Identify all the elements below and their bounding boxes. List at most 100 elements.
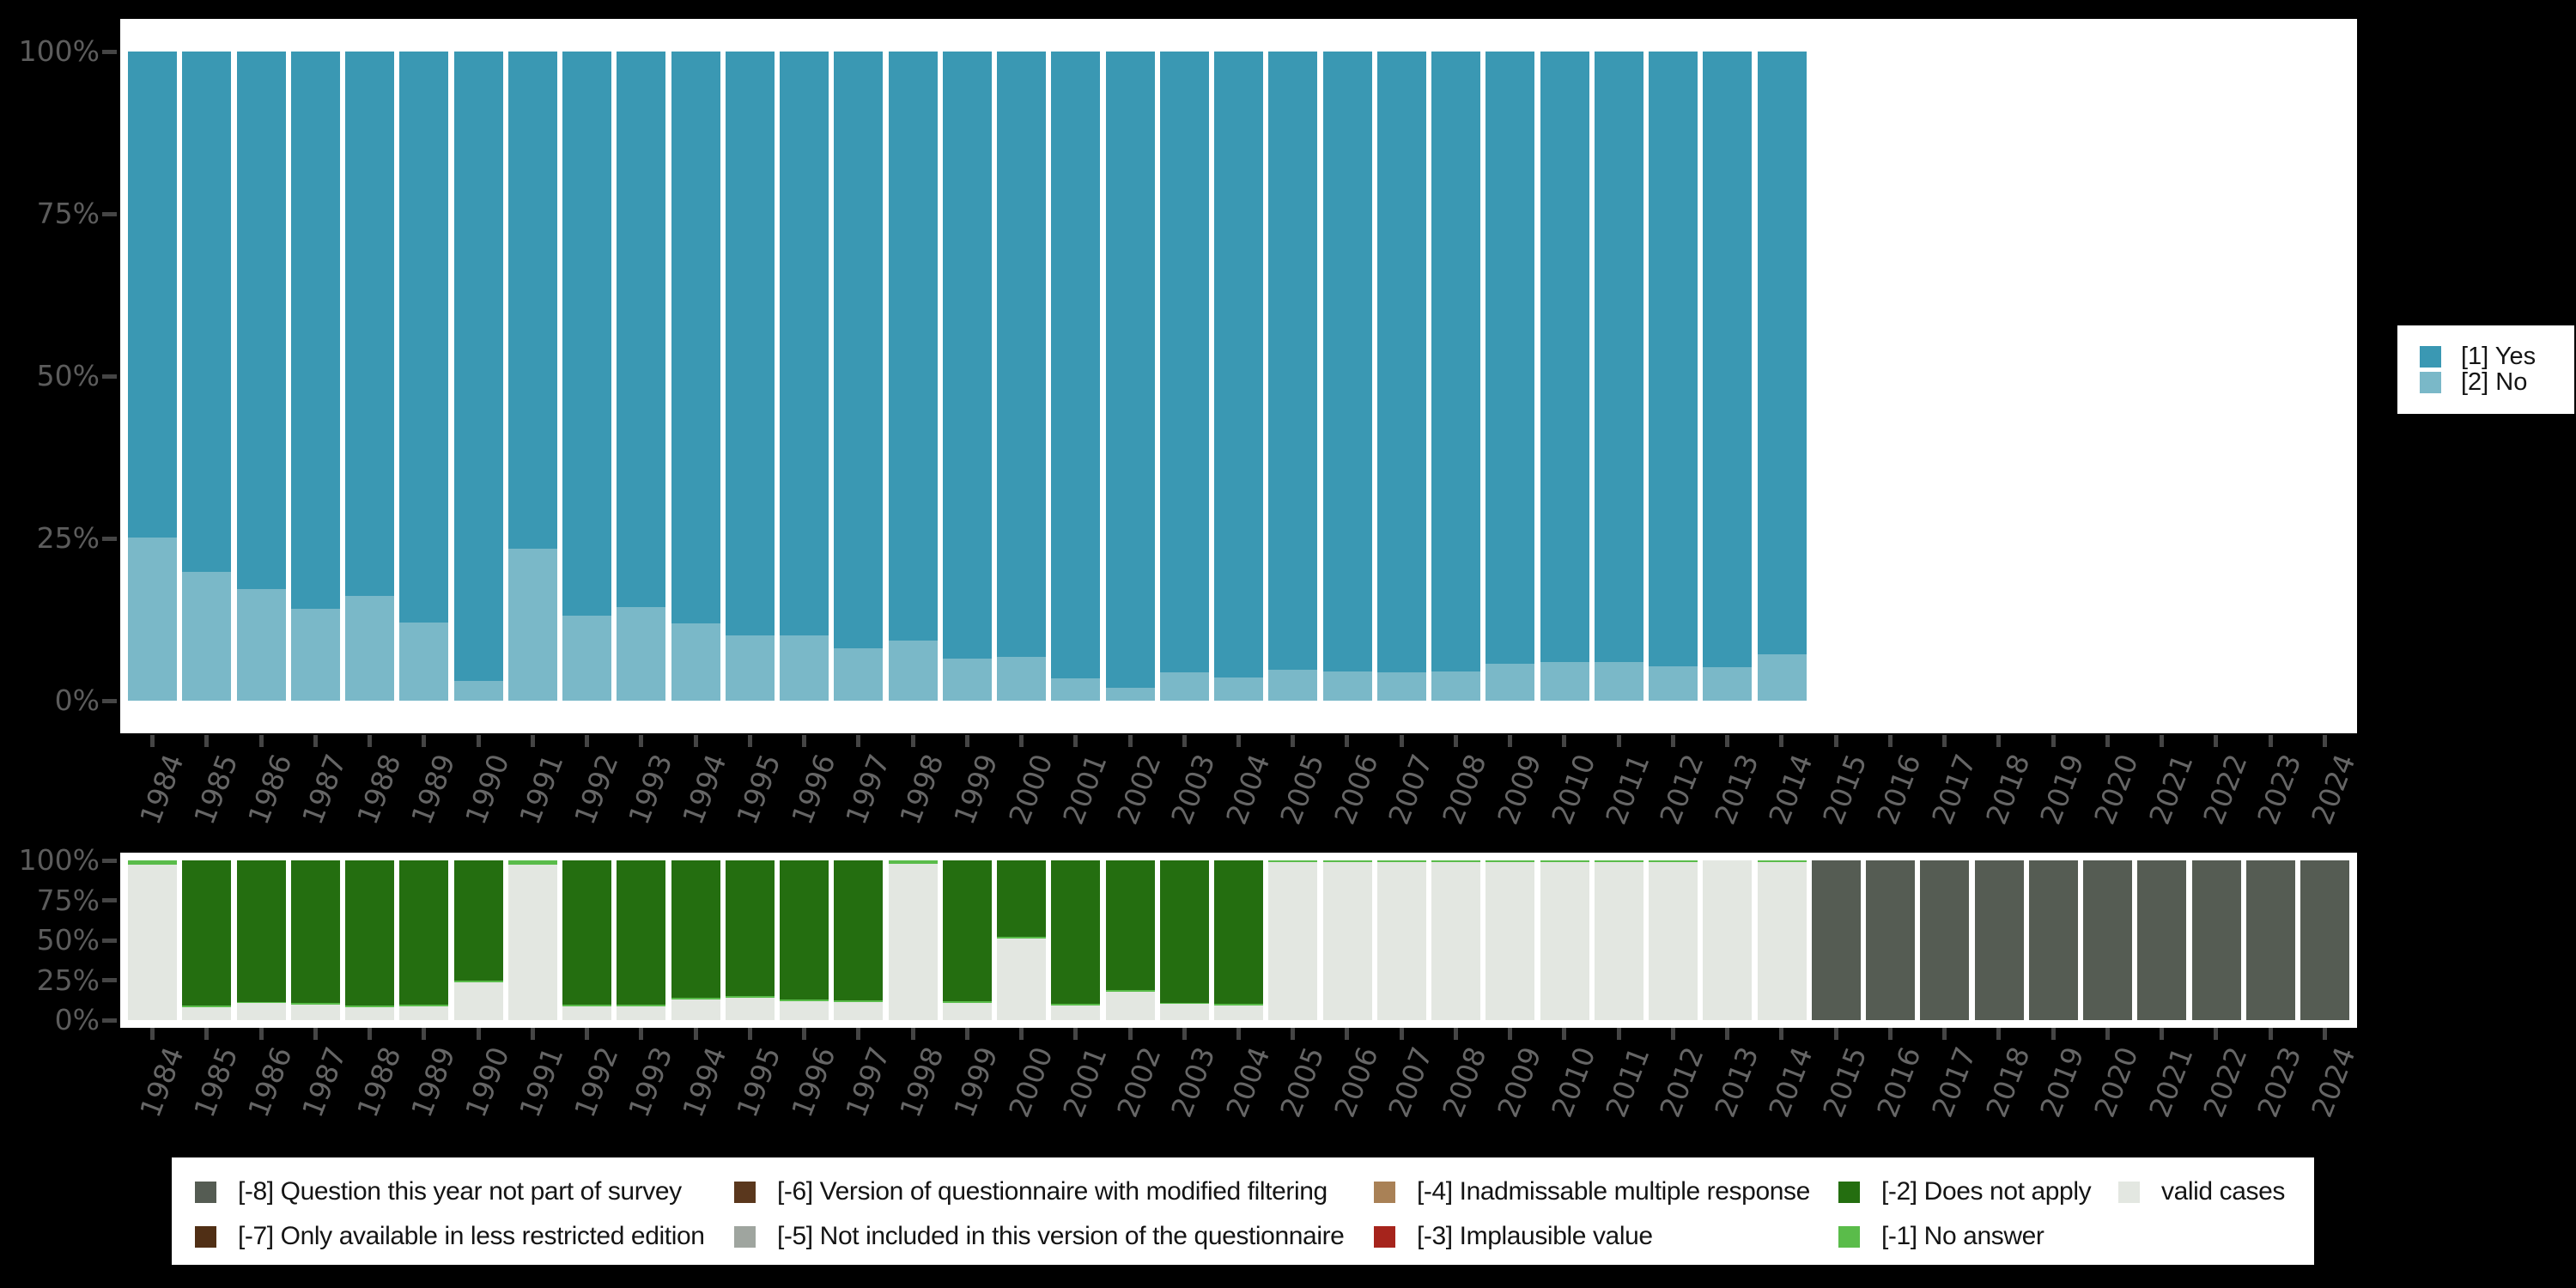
y-axis-tick — [102, 898, 117, 902]
bar-segment — [1214, 1004, 1264, 1006]
missing-values-bar-2022 — [2191, 860, 2241, 1020]
x-axis-year-label: 2014 — [1762, 749, 1820, 829]
missing-values-bar-1991 — [507, 860, 557, 1020]
bar-segment — [1051, 52, 1101, 678]
x-axis-tick — [476, 1028, 481, 1040]
y-axis-label: 75% — [36, 197, 100, 230]
bar-segment — [1268, 52, 1318, 671]
x-axis-year-label: 1987 — [295, 749, 353, 829]
responses-bar-2006 — [1322, 52, 1372, 701]
bar-segment — [562, 615, 612, 701]
responses-bar-1995 — [725, 52, 775, 701]
x-axis-tick — [1887, 1028, 1893, 1040]
bar-segment — [345, 1005, 395, 1008]
bar-segment — [888, 863, 938, 1020]
bar-segment — [1268, 861, 1318, 1020]
x-axis-tick — [2214, 735, 2219, 747]
missing-values-bar-2002 — [1105, 860, 1155, 1020]
bar-slot-2005 — [1266, 52, 1320, 701]
bar-segment — [1268, 860, 1318, 862]
bar-slot-2010 — [1538, 860, 1592, 1020]
bar-segment — [942, 658, 992, 701]
x-axis-tick — [1779, 1028, 1784, 1040]
bar-segment — [128, 860, 178, 865]
bar-slot-2014 — [1755, 52, 1809, 701]
responses-bar-2005 — [1268, 52, 1318, 701]
missing-values-bar-2005 — [1268, 860, 1318, 1020]
bar-segment — [290, 608, 340, 701]
legend-label: [1] Yes — [2461, 343, 2537, 370]
bar-segment — [997, 860, 1047, 938]
legend-item: [2] No — [2420, 370, 2574, 395]
bar-segment — [1540, 860, 1589, 862]
bar-slot-2007 — [1375, 52, 1429, 701]
x-axis-tick — [1453, 735, 1458, 747]
x-axis-tick — [530, 1028, 535, 1040]
missing-values-bar-1987 — [290, 860, 340, 1020]
bar-segment — [1485, 663, 1535, 701]
bar-segment — [507, 864, 557, 1020]
bar-slot-2012 — [1646, 860, 1700, 1020]
legend-item: [-5] Not included in this version of the… — [734, 1224, 1345, 1249]
x-axis-year-label: 2015 — [1816, 749, 1874, 829]
missing-values-bar-1988 — [345, 860, 395, 1020]
responses-bar-2013 — [1703, 52, 1753, 701]
legend-swatch — [2420, 346, 2441, 368]
bar-segment — [236, 1003, 286, 1020]
missing-values-bar-2008 — [1431, 860, 1481, 1020]
bar-segment — [236, 860, 286, 1002]
missing-values-bar-1999 — [942, 860, 992, 1020]
bar-segment — [997, 52, 1047, 658]
bar-segment — [1649, 861, 1698, 1020]
bar-segment — [128, 537, 178, 701]
x-axis-year-label: 2008 — [1436, 749, 1494, 829]
responses-bar-1990 — [453, 52, 503, 701]
x-axis-tick — [258, 735, 264, 747]
bar-segment — [1051, 1005, 1101, 1020]
legend-item: valid cases — [2118, 1179, 2285, 1205]
bar-segment — [1703, 860, 1753, 1020]
y-axis-tick — [102, 1018, 117, 1023]
bar-segment — [1214, 677, 1264, 701]
bar-segment — [1051, 1004, 1101, 1006]
legend-swatch — [195, 1181, 216, 1203]
x-axis-year-label: 2020 — [2087, 749, 2145, 829]
x-axis-year-label: 2011 — [1599, 749, 1656, 829]
x-axis-tick — [1127, 1028, 1133, 1040]
y-axis-label: 25% — [36, 521, 100, 555]
bar-segment — [399, 1005, 449, 1007]
x-axis-year-label: 2007 — [1382, 1042, 1439, 1122]
x-axis-tick — [2160, 1028, 2165, 1040]
x-axis-tick — [910, 1028, 915, 1040]
bar-slot-2001 — [1048, 52, 1103, 701]
bar-segment — [1159, 52, 1209, 672]
x-axis-tick — [2322, 735, 2327, 747]
responses-legend: [1] Yes [2] No — [2397, 325, 2574, 414]
bar-slot-2004 — [1212, 860, 1266, 1020]
bar-slot-2009 — [1483, 52, 1537, 701]
x-axis-tick — [2160, 735, 2165, 747]
bar-segment — [1866, 860, 1916, 1020]
bar-slot-2006 — [1321, 52, 1375, 701]
bar-segment — [1811, 860, 1861, 1020]
bar-slot-2011 — [1592, 52, 1646, 701]
legend-swatch — [2118, 1181, 2140, 1203]
x-axis-tick — [2105, 735, 2110, 747]
x-axis-tick — [1291, 1028, 1296, 1040]
bar-segment — [1757, 52, 1807, 654]
bar-slot-2024 — [2298, 860, 2352, 1020]
x-axis-tick — [1562, 1028, 1567, 1040]
bar-segment — [1105, 991, 1155, 1020]
bar-segment — [725, 635, 775, 701]
missing-values-bar-2016 — [1866, 860, 1916, 1020]
bar-slot-2011 — [1592, 860, 1646, 1020]
responses-bar-2004 — [1214, 52, 1264, 701]
bar-segment — [507, 52, 557, 550]
bar-segment — [128, 52, 178, 538]
x-axis-tick — [1345, 1028, 1350, 1040]
x-axis-year-label: 2006 — [1327, 1042, 1385, 1122]
bar-slot-1990 — [452, 52, 506, 701]
x-axis-year-label: 2011 — [1599, 1042, 1656, 1122]
bar-segment — [1540, 52, 1589, 662]
bar-segment — [671, 997, 720, 999]
